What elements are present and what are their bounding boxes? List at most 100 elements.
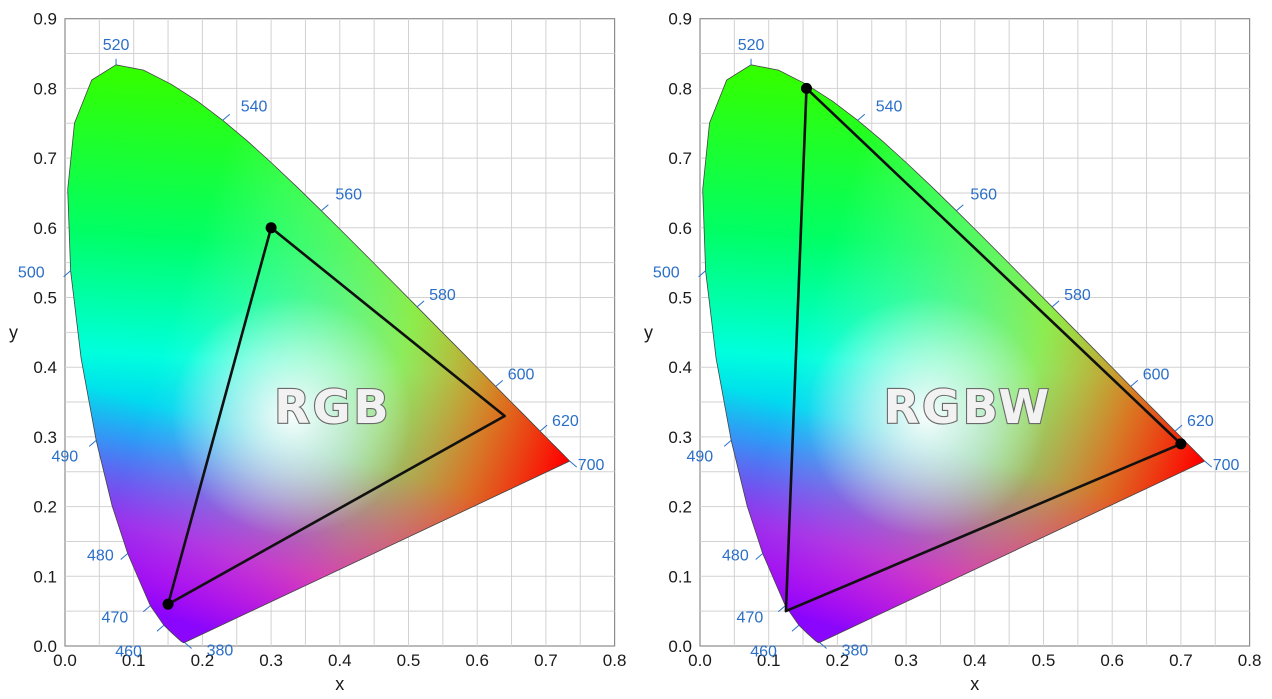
wavelength-label: 700 (578, 457, 605, 474)
chromaticity-panel-rgb: 0.0 0.1 0.2 0.3 0.4 0.5 0.6 0.7 0.8 0.0 0.1 0.2 0.3 0… (9, 10, 626, 694)
x-tick-label: 0.5 (1032, 651, 1056, 670)
wavelength-tick (120, 553, 129, 560)
y-tick-label: 0.0 (33, 637, 57, 656)
gamut-label: RGBW (884, 380, 1052, 434)
wavelength-tick (955, 204, 964, 212)
wavelength-tick (88, 440, 97, 447)
wavelength-label: 620 (1187, 413, 1214, 430)
y-tick-label: 0.8 (33, 79, 57, 98)
wavelength-tick (791, 624, 800, 632)
gamut-triangle (166, 226, 507, 606)
y-tick-label: 0.6 (668, 219, 692, 238)
y-tick-label: 0.7 (33, 149, 57, 168)
x-tick-label: 0.3 (259, 651, 283, 670)
wavelength-tick (723, 440, 732, 447)
wavelength-label: 490 (51, 448, 78, 465)
primary-marker (1175, 438, 1187, 450)
wavelength-tick (222, 113, 231, 121)
x-tick-label: 0.8 (1238, 651, 1262, 670)
wavelength-label: 580 (1064, 287, 1091, 304)
wavelength-label: 490 (686, 448, 713, 465)
spectral-locus-outline (67, 64, 571, 644)
y-tick-label: 0.2 (668, 498, 692, 517)
y-tick-label: 0.7 (668, 149, 692, 168)
x-tick-label: 0.4 (963, 651, 987, 670)
wavelength-tick (416, 300, 425, 308)
wavelength-tick (184, 642, 192, 649)
x-axis-label: x (335, 674, 344, 694)
wavelength-label: 380 (842, 643, 869, 660)
y-tick-label: 0.5 (33, 289, 57, 308)
wavelength-tick (569, 460, 578, 468)
wavelength-tick (63, 270, 71, 278)
wavelength-label: 520 (738, 37, 765, 54)
wavelength-tick (156, 624, 165, 632)
wavelength-label: 560 (335, 187, 362, 204)
wavelength-label: 500 (653, 265, 680, 282)
y-tick-label: 0.1 (668, 567, 692, 586)
x-tick-label: 0.2 (191, 651, 215, 670)
y-tick-label: 0.9 (668, 10, 692, 29)
wavelength-label: 580 (429, 287, 456, 304)
wavelength-label: 380 (207, 643, 234, 660)
wavelength-tick (698, 270, 706, 278)
x-tick-label: 0.3 (894, 651, 918, 670)
x-axis-label: x (970, 674, 979, 694)
wavelength-tick (1174, 424, 1183, 432)
y-tick-label: 0.1 (33, 567, 57, 586)
y-tick-label: 0.0 (668, 637, 692, 656)
gamut-triangle (784, 87, 1183, 613)
y-axis-label: y (644, 322, 653, 342)
wavelength-tick (777, 605, 786, 613)
wavelength-label: 500 (18, 265, 45, 282)
wavelength-label: 600 (1143, 366, 1170, 383)
wavelength-tick (539, 424, 548, 432)
wavelength-label: 460 (115, 643, 142, 660)
wavelength-tick (1130, 379, 1139, 387)
wavelength-label: 470 (102, 610, 129, 627)
y-tick-label: 0.5 (668, 289, 692, 308)
x-tick-label: 0.5 (397, 651, 421, 670)
y-tick-label: 0.6 (33, 219, 57, 238)
wavelength-label: 470 (737, 610, 764, 627)
y-tick-label: 0.4 (33, 358, 57, 377)
primary-marker (162, 598, 174, 610)
wavelength-label: 480 (87, 548, 114, 565)
wavelength-label: 520 (103, 37, 130, 54)
x-tick-label: 0.6 (1100, 651, 1124, 670)
wavelength-tick (1051, 300, 1060, 308)
y-tick-label: 0.8 (668, 79, 692, 98)
x-tick-label: 0.0 (688, 651, 712, 670)
primary-marker (800, 82, 812, 94)
y-tick-label: 0.2 (33, 498, 57, 517)
wavelength-tick (755, 553, 764, 560)
wavelength-tick (857, 113, 866, 121)
x-tick-label: 0.1 (757, 651, 781, 670)
y-tick-label: 0.4 (668, 358, 692, 377)
wavelength-tick (819, 642, 827, 649)
y-tick-label: 0.3 (33, 428, 57, 447)
gamut-label: RGB (274, 380, 391, 434)
wavelength-tick (1204, 460, 1213, 468)
x-tick-label: 0.2 (826, 651, 850, 670)
chromaticity-panel-rgbw: 0.0 0.1 0.2 0.3 0.4 0.5 0.6 0.7 0.8 0.0 0.1 0.2 0.3 0… (644, 10, 1261, 694)
wavelength-label: 540 (876, 98, 903, 115)
x-tick-label: 0.0 (53, 651, 77, 670)
y-tick-label: 0.9 (33, 10, 57, 29)
wavelength-label: 460 (750, 643, 777, 660)
x-tick-label: 0.4 (328, 651, 352, 670)
wavelength-label: 700 (1213, 457, 1240, 474)
wavelength-label: 540 (241, 98, 268, 115)
x-tick-label: 0.6 (465, 651, 489, 670)
wavelength-tick (142, 605, 151, 613)
x-tick-label: 0.7 (1169, 651, 1193, 670)
wavelength-label: 480 (722, 548, 749, 565)
wavelength-tick (495, 379, 504, 387)
wavelength-label: 600 (508, 366, 535, 383)
spectral-locus-outline (702, 64, 1206, 644)
y-tick-label: 0.3 (668, 428, 692, 447)
wavelength-tick (320, 204, 329, 212)
wavelength-label: 560 (970, 187, 997, 204)
x-tick-label: 0.8 (603, 651, 627, 670)
